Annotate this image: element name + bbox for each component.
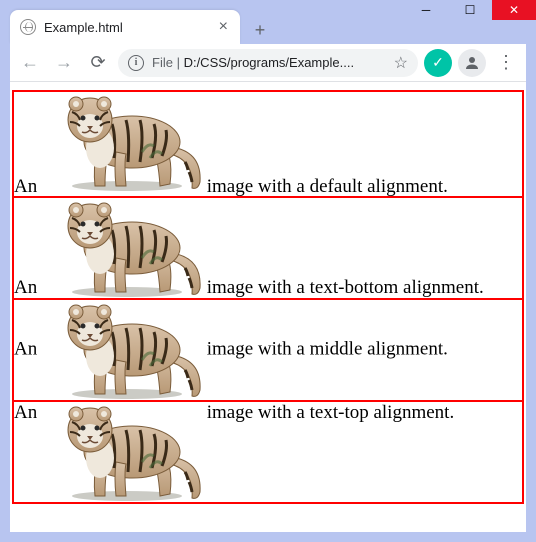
profile-button[interactable] [458,49,486,77]
new-tab-button[interactable]: + [246,16,274,44]
back-button[interactable]: ← [16,49,44,77]
tiger-image [42,402,202,502]
url-path: D:/CSS/programs/Example.... [184,55,355,70]
extension-button[interactable]: ✓ [424,49,452,77]
address-bar[interactable]: i File | D:/CSS/programs/Example.... ☆ [118,49,418,77]
site-info-icon[interactable]: i [128,55,144,71]
browser-toolbar: ← → ⟳ i File | D:/CSS/programs/Example..… [10,44,526,82]
row-text-after: image with a default alignment. [207,176,448,197]
row-text-before: An [14,176,37,197]
globe-icon [20,19,36,35]
tiger-image [42,198,202,298]
address-bar-url: File | D:/CSS/programs/Example.... [152,55,386,70]
forward-button[interactable]: → [50,49,78,77]
tiger-image [42,300,202,400]
inline-image [42,92,202,192]
row-text-after: image with a middle alignment. [207,338,448,359]
url-scheme: File [152,55,173,70]
url-separator: | [173,55,184,70]
row-text-after: image with a text-bottom alignment. [207,277,484,298]
inline-image [42,198,202,298]
reload-button[interactable]: ⟳ [84,49,112,77]
tiger-image [42,92,202,192]
kebab-menu-button[interactable]: ⋮ [492,52,520,73]
row-text-before: An [14,338,37,359]
row-text-before: An [14,402,37,423]
example-row-baseline: An [12,90,524,198]
inline-image [42,300,202,400]
inline-image [42,402,202,502]
example-row-middle: An [12,298,524,402]
page-viewport: An [10,82,526,532]
browser-tabstrip: Example.html × + [10,10,526,44]
tab-close-icon[interactable]: × [217,19,230,35]
row-text-after: image with a text-top alignment. [207,402,454,423]
row-text-before: An [14,277,37,298]
tab-title: Example.html [44,20,209,35]
example-row-text-bottom: An [12,196,524,300]
example-row-text-top: An [12,400,524,504]
browser-tab-active[interactable]: Example.html × [10,10,240,44]
bookmark-star-icon[interactable]: ☆ [394,53,408,73]
person-icon [463,54,481,72]
